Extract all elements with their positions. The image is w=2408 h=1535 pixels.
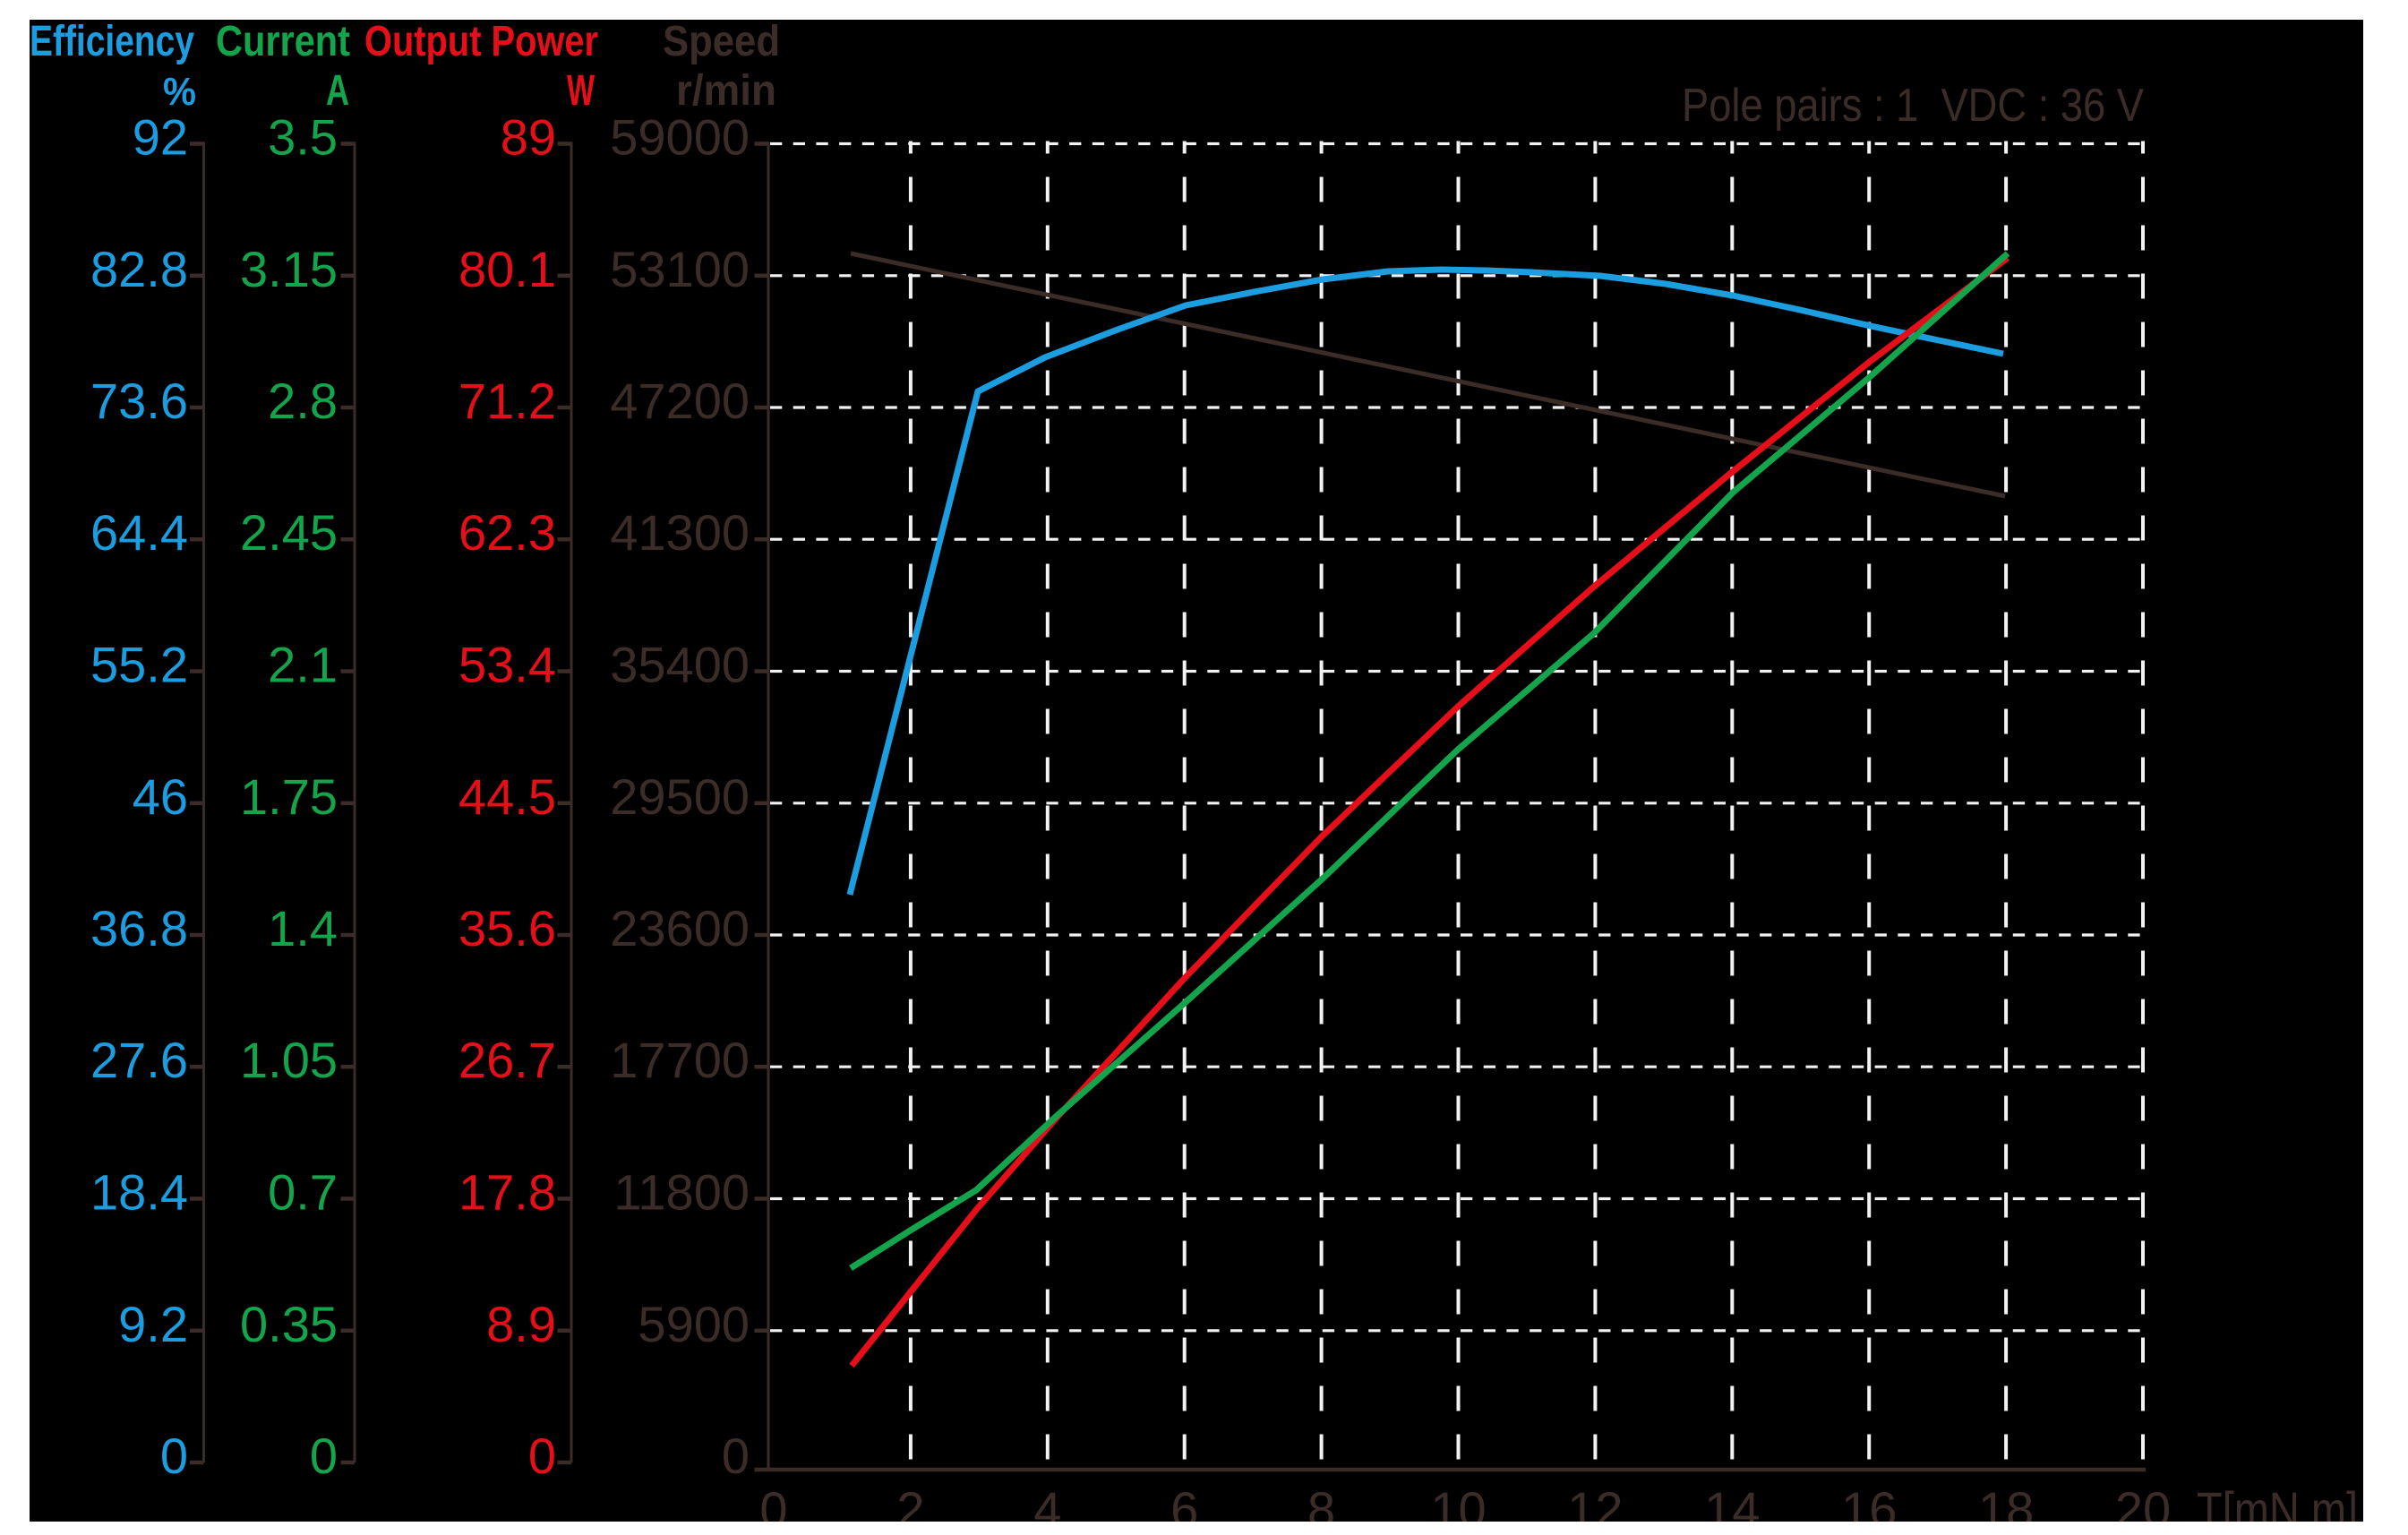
svg-text:Speed: Speed: [663, 20, 780, 65]
svg-text:27.6: 27.6: [90, 1032, 188, 1088]
svg-text:29500: 29500: [610, 768, 750, 825]
svg-text:Current: Current: [216, 20, 350, 65]
svg-text:r/min: r/min: [676, 67, 776, 115]
svg-text:92: 92: [133, 109, 188, 166]
svg-text:5900: 5900: [638, 1296, 750, 1352]
svg-text:0: 0: [722, 1428, 750, 1484]
svg-text:2.1: 2.1: [268, 637, 338, 693]
svg-text:A: A: [326, 67, 349, 115]
svg-text:3.5: 3.5: [268, 109, 338, 166]
svg-text:80.1: 80.1: [458, 241, 556, 297]
svg-text:2: 2: [896, 1481, 924, 1522]
svg-text:%: %: [163, 70, 196, 114]
svg-text:0: 0: [310, 1428, 338, 1484]
svg-text:73.6: 73.6: [90, 373, 188, 429]
svg-text:16: 16: [1841, 1481, 1897, 1522]
svg-text:Pole pairs : 1 VDC : 36 V: Pole pairs : 1 VDC : 36 V: [1682, 80, 2144, 132]
svg-text:82.8: 82.8: [90, 241, 188, 297]
svg-text:17700: 17700: [610, 1032, 750, 1088]
svg-text:2.45: 2.45: [240, 504, 338, 561]
svg-text:0: 0: [528, 1428, 556, 1484]
svg-text:3.15: 3.15: [240, 241, 338, 297]
svg-text:W: W: [567, 67, 595, 115]
svg-text:35.6: 35.6: [458, 900, 556, 956]
svg-text:0.35: 0.35: [240, 1296, 338, 1352]
svg-text:53100: 53100: [610, 241, 750, 297]
svg-text:36.8: 36.8: [90, 900, 188, 956]
svg-text:14: 14: [1704, 1481, 1760, 1522]
svg-text:26.7: 26.7: [458, 1032, 556, 1088]
svg-text:6: 6: [1170, 1481, 1198, 1522]
svg-text:18: 18: [1978, 1481, 2034, 1522]
svg-text:59000: 59000: [610, 109, 750, 166]
svg-text:12: 12: [1567, 1481, 1623, 1522]
svg-text:47200: 47200: [610, 373, 750, 429]
svg-text:55.2: 55.2: [90, 637, 188, 693]
svg-text:46: 46: [133, 768, 188, 825]
svg-text:0: 0: [759, 1481, 787, 1522]
svg-text:44.5: 44.5: [458, 768, 556, 825]
svg-text:11800: 11800: [613, 1164, 750, 1221]
svg-text:Output Power: Output Power: [364, 20, 598, 65]
svg-text:20: 20: [2115, 1481, 2171, 1522]
svg-text:4: 4: [1033, 1481, 1061, 1522]
svg-text:89: 89: [501, 109, 556, 166]
svg-text:8.9: 8.9: [486, 1296, 556, 1352]
svg-text:71.2: 71.2: [458, 373, 556, 429]
svg-text:T[mN.m]: T[mN.m]: [2197, 1481, 2358, 1522]
svg-text:41300: 41300: [610, 504, 750, 561]
svg-text:17.8: 17.8: [458, 1164, 556, 1221]
svg-text:0: 0: [160, 1428, 188, 1484]
svg-text:62.3: 62.3: [458, 504, 556, 561]
svg-text:10: 10: [1430, 1481, 1486, 1522]
svg-text:23600: 23600: [610, 900, 750, 956]
svg-text:Efficiency: Efficiency: [30, 20, 194, 65]
svg-text:64.4: 64.4: [90, 504, 188, 561]
svg-text:1.75: 1.75: [240, 768, 338, 825]
svg-text:1.4: 1.4: [268, 900, 338, 956]
svg-text:9.2: 9.2: [118, 1296, 188, 1352]
svg-text:8: 8: [1307, 1481, 1335, 1522]
svg-text:2.8: 2.8: [268, 373, 338, 429]
svg-text:35400: 35400: [610, 637, 750, 693]
svg-text:0.7: 0.7: [268, 1164, 338, 1221]
svg-text:18.4: 18.4: [90, 1164, 188, 1221]
svg-text:1.05: 1.05: [240, 1032, 338, 1088]
svg-text:53.4: 53.4: [458, 637, 556, 693]
